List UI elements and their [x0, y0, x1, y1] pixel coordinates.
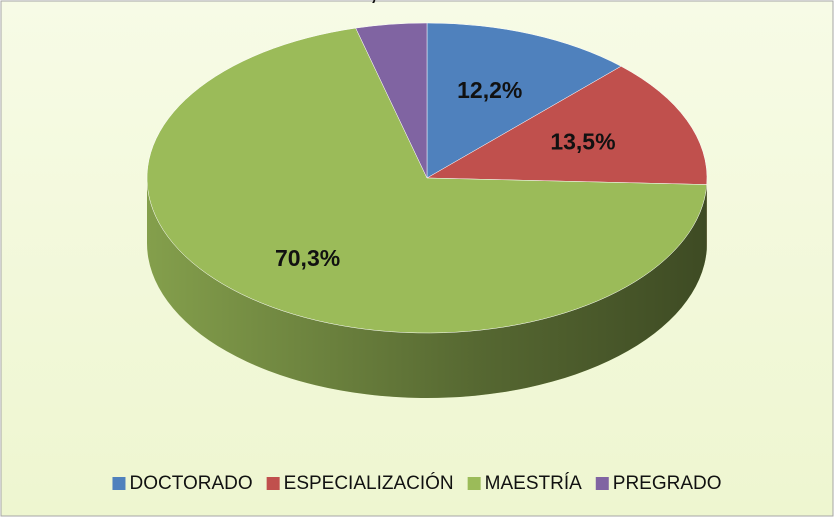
legend-label: MAESTRÍA — [485, 473, 582, 494]
legend-swatch — [467, 477, 481, 490]
legend-label: ESPECIALIZACIÓN — [284, 472, 454, 494]
data-label: 4,1% — [358, 0, 410, 5]
data-label: 70,3% — [275, 245, 340, 271]
legend-swatch — [112, 477, 126, 490]
legend-label: PREGRADO — [613, 473, 722, 494]
legend-swatch — [266, 477, 280, 490]
data-label: 13,5% — [550, 128, 615, 154]
slice — [426, 22, 622, 179]
slice — [355, 22, 428, 179]
legend-label: DOCTORADO — [129, 473, 252, 494]
legend-swatch — [595, 477, 609, 490]
slice — [426, 65, 708, 185]
side-shade — [147, 178, 707, 399]
slice — [146, 27, 708, 334]
data-label: 12,2% — [457, 77, 522, 103]
